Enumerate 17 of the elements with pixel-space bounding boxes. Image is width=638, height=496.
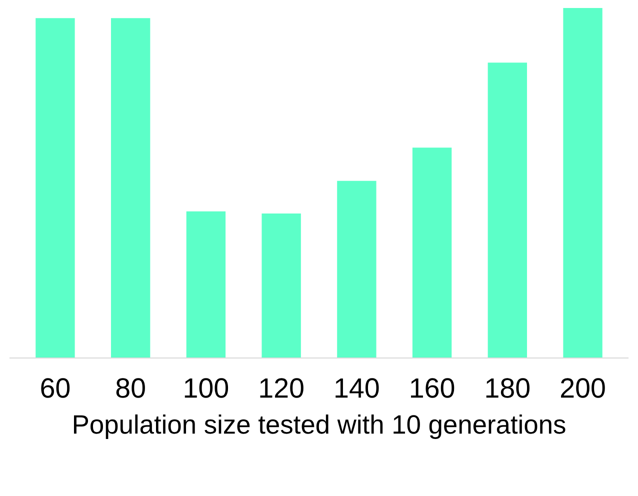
bar <box>563 8 602 358</box>
x-tick-label: 80 <box>116 378 145 398</box>
x-tick-label: 200 <box>561 378 605 398</box>
bar <box>337 180 376 358</box>
x-tick-label: 160 <box>410 378 454 398</box>
x-tick-label: 120 <box>260 378 304 398</box>
x-tick-label: 60 <box>41 378 70 398</box>
bar <box>110 18 150 358</box>
bar <box>36 18 75 358</box>
bar <box>488 62 528 358</box>
x-axis-title: Population size tested with 10 generations <box>74 414 566 440</box>
bar <box>412 148 452 358</box>
x-tick-label: 100 <box>184 378 228 398</box>
bar <box>186 211 226 358</box>
bar <box>262 213 301 358</box>
x-tick-label: 180 <box>486 378 530 398</box>
x-tick-label: 140 <box>336 378 379 398</box>
